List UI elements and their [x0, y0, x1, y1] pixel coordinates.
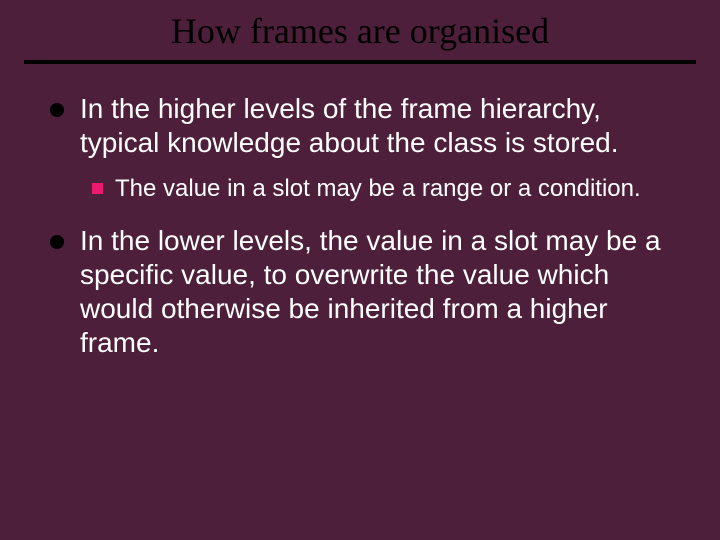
sub-bullet-item: The value in a slot may be a range or a …: [92, 174, 670, 203]
slide-title: How frames are organised: [0, 0, 720, 52]
sub-bullet-text: The value in a slot may be a range or a …: [115, 174, 641, 203]
bullet-text: In the higher levels of the frame hierar…: [80, 92, 670, 160]
square-bullet-icon: [92, 183, 103, 194]
bullet-text: In the lower levels, the value in a slot…: [80, 224, 670, 361]
bullet-item: In the higher levels of the frame hierar…: [50, 92, 670, 160]
circle-bullet-icon: [50, 235, 64, 249]
slide-body: In the higher levels of the frame hierar…: [0, 64, 720, 360]
slide: How frames are organised In the higher l…: [0, 0, 720, 540]
circle-bullet-icon: [50, 103, 64, 117]
bullet-item: In the lower levels, the value in a slot…: [50, 224, 670, 361]
